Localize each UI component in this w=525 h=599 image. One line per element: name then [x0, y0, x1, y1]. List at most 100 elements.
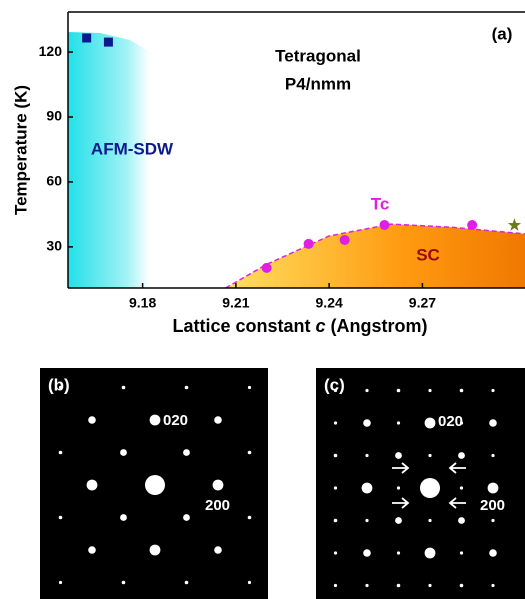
figure: (a) Tetragonal P4/nmm AFM-SDW Tc SC Temp…	[0, 0, 525, 599]
diffraction-spot	[365, 584, 368, 587]
y-axis-label: Temperature (K)	[11, 85, 30, 215]
diffraction-spot	[365, 519, 368, 522]
diffraction-spot	[214, 546, 222, 554]
data-point	[304, 239, 314, 249]
diffraction-spot	[397, 551, 400, 554]
diffraction-spot	[395, 452, 402, 459]
spot-label: 200	[480, 497, 505, 514]
data-point	[82, 33, 91, 42]
phase-label: Tc	[371, 194, 390, 213]
spot-label: 020	[438, 413, 463, 430]
diffraction-spot	[59, 451, 63, 455]
data-point	[508, 218, 521, 231]
diffraction-spot	[397, 389, 401, 393]
annotation: SC	[416, 245, 440, 264]
diffraction-spot	[334, 551, 337, 554]
x-axis-label: Lattice constant c (Angstrom)	[172, 316, 427, 336]
panel-label: (b)	[48, 375, 70, 394]
diffraction-spot	[122, 581, 126, 585]
diffraction-spot	[491, 389, 494, 392]
diffraction-spot	[425, 548, 436, 559]
diffraction-spot	[183, 514, 190, 521]
diffraction-spot	[488, 483, 499, 494]
x-label-unit: (Angstrom)	[331, 316, 428, 336]
x-label-text: Lattice constant	[172, 316, 310, 336]
x-tick-label: 9.21	[222, 295, 249, 311]
annotation: Tetragonal	[275, 46, 361, 65]
diffraction-spot	[248, 451, 252, 455]
data-point	[340, 235, 350, 245]
diffraction-spot	[214, 416, 222, 424]
diffraction-spot	[185, 581, 189, 585]
data-point	[262, 263, 272, 273]
diffraction-spot	[183, 449, 190, 456]
annotation: P4/nmm	[285, 74, 351, 93]
diffraction-spot	[489, 549, 497, 557]
diffraction-spot	[88, 416, 96, 424]
diffraction-spot	[334, 421, 337, 424]
diffraction-spot	[59, 581, 62, 584]
diffraction-spot	[489, 419, 497, 427]
diffraction-spot	[428, 454, 431, 457]
diffraction-spot	[425, 418, 436, 429]
diffraction-spot	[460, 551, 463, 554]
x-label-variable: c	[316, 316, 326, 336]
diffraction-spot	[363, 419, 371, 427]
data-point	[467, 220, 477, 230]
panel-label: (c)	[324, 375, 345, 394]
diffraction-spot	[395, 517, 402, 524]
diffraction-spot	[120, 449, 127, 456]
diffraction-spot	[213, 480, 224, 491]
diffraction-spot	[365, 389, 368, 392]
diffraction-spot	[460, 389, 464, 393]
data-point	[104, 38, 113, 47]
diffraction-spot	[458, 517, 465, 524]
diffraction-spot	[491, 454, 494, 457]
diffraction-spot	[334, 454, 338, 458]
diffraction-spot	[428, 519, 431, 522]
diffraction-spot	[120, 514, 127, 521]
y-tick-label: 90	[46, 108, 62, 124]
diffraction-spot	[420, 478, 440, 498]
diffraction-spot	[248, 581, 251, 584]
diffraction-spot	[397, 421, 400, 424]
diffraction-spot	[491, 584, 494, 587]
diffraction-spot	[363, 549, 371, 557]
diffraction-spot	[362, 483, 373, 494]
diffraction-spot	[145, 475, 165, 495]
diffraction-spot	[428, 389, 431, 392]
diffraction-spot	[460, 486, 463, 489]
diffraction-spot	[491, 519, 494, 522]
diffraction-spot	[248, 516, 252, 520]
diffraction-spot	[150, 415, 161, 426]
diffraction-spot	[397, 584, 401, 588]
diffraction-spot	[334, 486, 337, 489]
diffraction-spot	[365, 454, 368, 457]
diffraction-spot	[334, 584, 337, 587]
y-tick-label: 30	[46, 238, 62, 254]
diffraction-spot	[460, 584, 464, 588]
diffraction-spot	[458, 452, 465, 459]
diffraction-spot	[248, 386, 251, 389]
spot-label: 020	[163, 412, 188, 429]
diffraction-spot	[397, 486, 400, 489]
diffraction-spot	[150, 545, 161, 556]
diffraction-spot	[87, 480, 98, 491]
diffraction-spot	[334, 519, 338, 523]
x-tick-label: 9.18	[129, 295, 156, 311]
x-tick-label: 9.27	[409, 295, 436, 311]
diffraction-spot	[428, 584, 431, 587]
diffraction-spot	[185, 386, 189, 390]
diffraction-spot	[122, 386, 126, 390]
sc-region	[226, 224, 525, 288]
panel-label: (a)	[492, 24, 513, 43]
x-tick-label: 9.24	[316, 295, 343, 311]
spot-label: 200	[205, 497, 230, 514]
data-point	[379, 220, 389, 230]
y-tick-label: 60	[46, 173, 62, 189]
diffraction-spot	[88, 546, 96, 554]
y-tick-label: 120	[39, 43, 63, 59]
diffraction-spot	[59, 516, 63, 520]
afm-region	[68, 32, 150, 288]
phase-label: AFM-SDW	[91, 139, 174, 158]
